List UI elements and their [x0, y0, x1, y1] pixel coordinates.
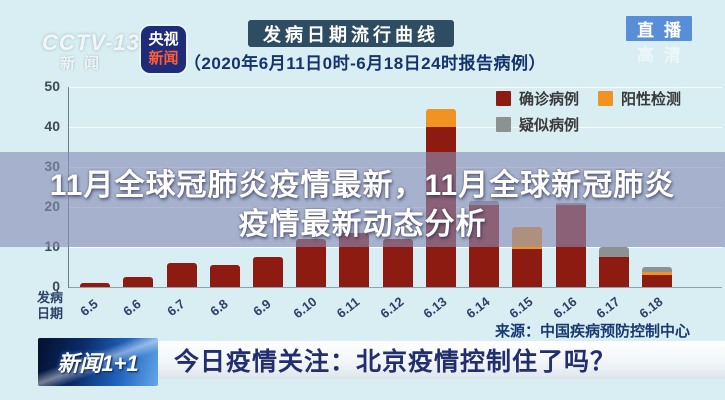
x-axis-title-line1: 发病: [36, 290, 63, 305]
bar-segment: [598, 247, 629, 257]
caption-line1: 11月全球冠肺炎疫情最新，11月全球新冠肺炎: [49, 169, 676, 202]
legend-label: 疑似病例: [519, 117, 580, 134]
x-tick-label: 6.11: [334, 294, 363, 321]
bar-segment: [598, 257, 629, 287]
legend-swatch: [496, 117, 511, 132]
cctv-news-badge-line2: 新闻: [148, 49, 179, 67]
bar-segment: [382, 239, 413, 287]
caption-overlay: 11月全球冠肺炎疫情最新，11月全球新冠肺炎 疫情最新动态分析: [0, 152, 725, 247]
news-program-logo-text: 新闻1+1: [57, 351, 139, 376]
y-tick-label: 50: [44, 78, 60, 94]
x-axis-title-line2: 日期: [36, 306, 63, 322]
legend-swatch: [598, 91, 613, 106]
chart-legend: 确诊病例 阳性检测 疑似病例: [496, 88, 681, 135]
channel-watermark: CCTV-13: [42, 30, 140, 55]
x-tick-label: 6.8: [206, 296, 231, 319]
x-tick-label: 6.10: [290, 293, 320, 322]
chart-subtitle: （2020年6月11日0时-6月18日24时报告病例）: [183, 54, 547, 73]
news-program-logo: 新闻1+1: [38, 338, 158, 386]
x-tick-label: 6.7: [163, 296, 188, 319]
cctv-news-badge: 央视 新闻: [141, 26, 186, 73]
gridline: [68, 87, 722, 88]
bar-segment: [642, 271, 672, 275]
bar-segment: [209, 265, 240, 287]
x-axis-title: 发病 日期: [34, 290, 66, 323]
y-tick-label: 40: [44, 118, 60, 134]
x-tick-label: 6.6: [120, 296, 144, 319]
bar-segment: [512, 249, 543, 287]
bar-segment: [642, 275, 672, 287]
legend-label: 阳性检测: [621, 91, 682, 108]
legend-swatch: [496, 91, 511, 106]
bar-segment: [252, 257, 283, 287]
caption-line2: 疫情最新动态分析: [238, 208, 487, 241]
logo-gloss: [38, 338, 158, 386]
bar-segment: [80, 283, 110, 287]
bar-segment: [425, 109, 456, 127]
x-tick-label: 6.9: [250, 296, 274, 319]
legend-item-suspected: 疑似病例: [496, 114, 598, 135]
bar-segment: [166, 263, 197, 287]
channel-watermark-sub: 新闻: [60, 55, 109, 72]
bar-segment: [123, 277, 154, 287]
x-tick-label: 6.5: [77, 296, 101, 319]
news-ticker-headline: 今日疫情关注：北京疫情控制住了吗？: [174, 348, 617, 376]
legend-label: 确诊病例: [519, 91, 580, 108]
news-ticker: 今日疫情关注：北京疫情控制住了吗？: [158, 341, 725, 379]
gridline: [68, 127, 722, 128]
chart-title-banner: 发病日期流行曲线: [248, 20, 454, 47]
y-tick-label: 0: [52, 278, 60, 294]
gridline: [68, 287, 722, 288]
cctv-news-badge-line1: 央视: [148, 30, 179, 48]
live-badge: 直播: [626, 16, 692, 41]
bar-segment: [642, 267, 672, 272]
data-source-label: 来源：中国疾病预防控制中心: [494, 323, 690, 340]
legend-item-confirmed: 确诊病例: [496, 88, 598, 109]
legend-item-positive: 阳性检测: [598, 88, 681, 109]
hd-watermark: 高清: [637, 46, 691, 65]
bar-segment: [296, 239, 327, 287]
